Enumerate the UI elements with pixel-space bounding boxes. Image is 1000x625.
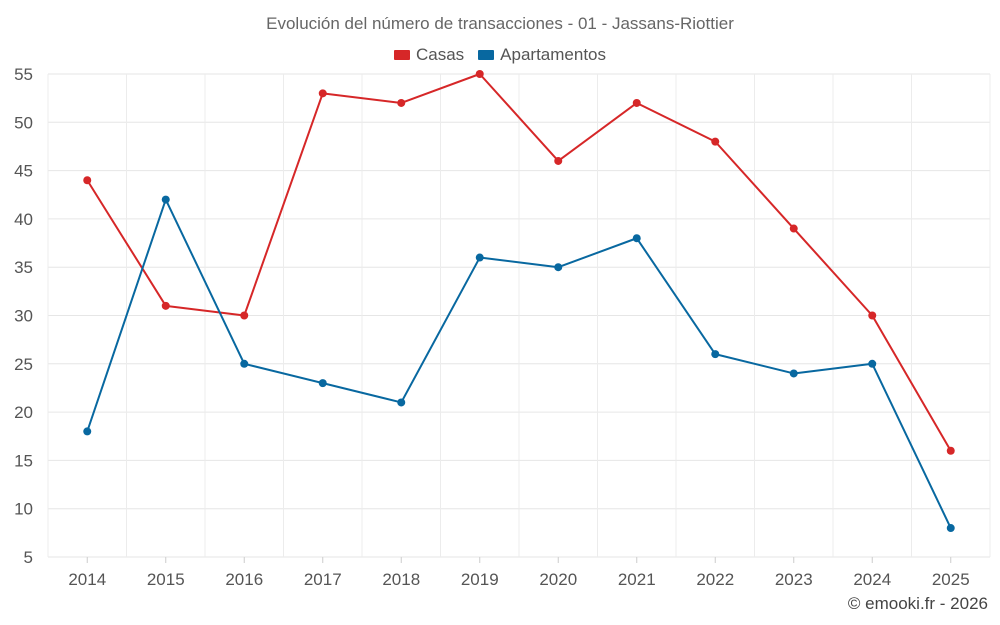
legend: Casas Apartamentos: [0, 45, 1000, 65]
y-tick-label: 20: [14, 403, 33, 422]
data-point-casas-2018: [397, 98, 406, 107]
x-tick-label: 2025: [932, 570, 970, 589]
data-point-apartamentos-2020: [554, 263, 563, 272]
data-point-casas-2025: [946, 446, 955, 455]
chart-title: Evolución del número de transacciones - …: [266, 14, 734, 33]
data-point-apartamentos-2014: [83, 427, 92, 436]
x-tick-label: 2019: [461, 570, 499, 589]
series-line-apartamentos: [86, 198, 952, 529]
legend-label-casas: Casas: [415, 45, 465, 64]
y-tick-label: 30: [14, 307, 33, 326]
data-point-casas-2024: [868, 311, 877, 320]
legend-item-apartamentos[interactable]: Apartamentos: [478, 45, 606, 65]
y-tick-label: 15: [14, 451, 33, 470]
x-tick-label: 2023: [775, 570, 813, 589]
data-point-apartamentos-2021: [632, 234, 641, 243]
x-tick-label: 2015: [147, 570, 185, 589]
y-tick-label: 25: [14, 355, 33, 374]
series-line-casas: [86, 73, 952, 452]
copyright-footer: © emooki.fr - 2026: [847, 594, 988, 613]
y-tick-label: 10: [14, 500, 33, 519]
data-point-apartamentos-2018: [397, 398, 406, 407]
data-point-apartamentos-2017: [318, 379, 327, 388]
y-tick-label: 35: [14, 258, 33, 277]
legend-label-apartamentos: Apartamentos: [500, 45, 607, 64]
x-tick-label: 2020: [539, 570, 577, 589]
data-point-apartamentos-2015: [161, 195, 170, 204]
data-point-casas-2022: [711, 137, 720, 146]
data-point-apartamentos-2022: [711, 350, 720, 359]
data-point-apartamentos-2016: [240, 359, 249, 368]
y-tick-label: 45: [14, 162, 33, 181]
x-tick-label: 2022: [696, 570, 734, 589]
data-point-casas-2016: [240, 311, 249, 320]
legend-swatch-casas: [393, 50, 410, 60]
x-tick-label: 2018: [382, 570, 420, 589]
y-tick-label: 5: [24, 548, 33, 567]
y-tick-label: 55: [14, 65, 33, 84]
data-point-casas-2023: [789, 224, 798, 233]
x-tick-label: 2016: [225, 570, 263, 589]
data-point-casas-2015: [161, 301, 170, 310]
data-point-apartamentos-2024: [868, 359, 877, 368]
y-tick-label: 50: [14, 113, 33, 132]
data-point-casas-2021: [632, 98, 641, 107]
x-tick-label: 2014: [68, 570, 106, 589]
data-point-apartamentos-2019: [475, 253, 484, 262]
data-point-apartamentos-2023: [789, 369, 798, 378]
data-point-casas-2017: [318, 89, 327, 98]
x-tick-label: 2021: [618, 570, 656, 589]
legend-swatch-apartamentos: [478, 50, 495, 60]
data-point-casas-2020: [554, 156, 563, 165]
x-tick-label: 2017: [304, 570, 342, 589]
x-tick-label: 2024: [853, 570, 891, 589]
legend-item-casas[interactable]: Casas: [393, 45, 465, 65]
data-point-casas-2019: [475, 70, 484, 78]
data-point-casas-2014: [83, 176, 92, 185]
y-tick-label: 40: [14, 210, 33, 229]
data-point-apartamentos-2025: [946, 524, 955, 533]
